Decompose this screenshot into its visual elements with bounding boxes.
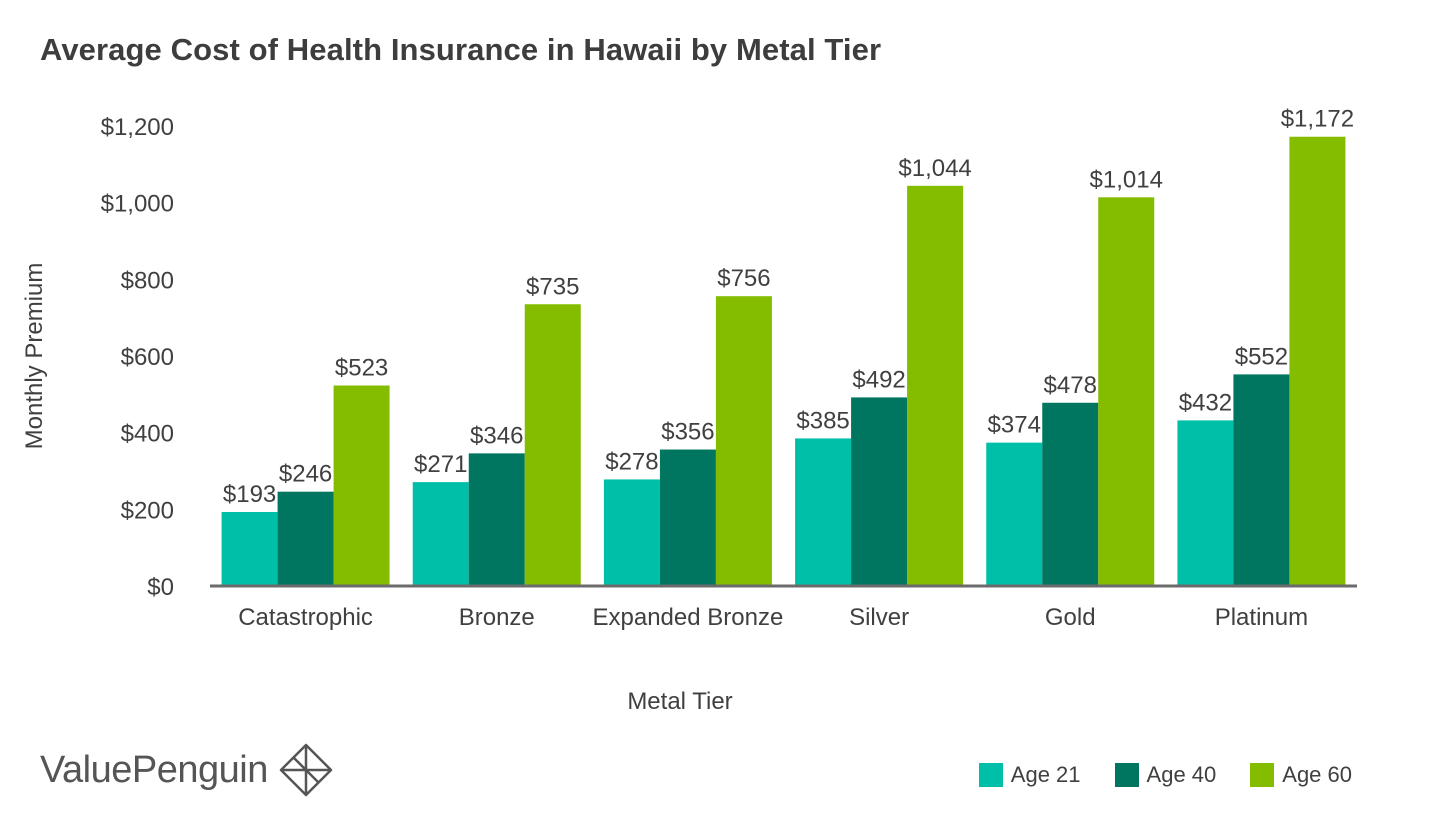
data-label: $385 xyxy=(796,407,849,434)
data-label: $278 xyxy=(605,448,658,475)
legend-item-age-40: Age 40 xyxy=(1114,762,1217,788)
bar-age-60 xyxy=(1289,136,1346,586)
data-label: $1,014 xyxy=(1090,166,1163,193)
bar-age-40 xyxy=(851,397,908,586)
x-tick-label: Catastrophic xyxy=(238,604,373,631)
x-tick-label: Gold xyxy=(1045,604,1096,631)
chart-title: Average Cost of Health Insurance in Hawa… xyxy=(40,32,882,67)
bar-age-21 xyxy=(986,442,1043,586)
data-label: $735 xyxy=(526,273,579,300)
data-label: $271 xyxy=(414,451,467,478)
data-label: $756 xyxy=(717,265,770,292)
data-label: $346 xyxy=(470,422,523,449)
data-label: $1,044 xyxy=(898,155,971,182)
x-tick-label: Expanded Bronze xyxy=(593,604,784,631)
y-tick-label: $0 xyxy=(147,574,174,601)
legend: Age 21 Age 40 Age 60 xyxy=(978,762,1352,788)
y-tick-label: $1,000 xyxy=(101,191,174,218)
legend-item-age-21: Age 21 xyxy=(978,762,1081,788)
bar-age-40 xyxy=(1233,374,1290,586)
bar-age-21 xyxy=(412,482,469,586)
diamond-logo-icon xyxy=(279,743,333,797)
data-label: $193 xyxy=(223,481,276,508)
data-label: $1,172 xyxy=(1281,106,1354,133)
data-label: $374 xyxy=(988,412,1041,439)
y-tick-label: $600 xyxy=(121,344,174,371)
data-label: $356 xyxy=(661,419,714,446)
bar-age-21 xyxy=(795,438,852,586)
x-tick-label: Platinum xyxy=(1215,604,1308,631)
y-axis-ticks: $0 $200 $400 $600 $800 $1,000 $1,200 xyxy=(101,114,174,601)
bar-age-21 xyxy=(1177,420,1234,586)
data-label: $523 xyxy=(335,355,388,382)
bar-age-40 xyxy=(277,491,334,586)
bar-age-21 xyxy=(603,479,660,586)
bar-age-21 xyxy=(221,512,278,586)
bar-age-40 xyxy=(659,449,716,586)
legend-label: Age 60 xyxy=(1282,762,1352,787)
bar-age-60 xyxy=(715,296,772,586)
y-tick-label: $1,200 xyxy=(101,114,174,141)
x-axis-ticks: Catastrophic Bronze Expanded Bronze Silver G… xyxy=(238,604,1308,631)
legend-item-age-60: Age 60 xyxy=(1250,762,1352,788)
valuepenguin-logo: ValuePenguin xyxy=(40,742,334,798)
data-label: $432 xyxy=(1179,389,1232,416)
y-axis-title: Monthly Premium xyxy=(21,263,48,450)
bar-age-60 xyxy=(1098,197,1155,587)
bar-age-60 xyxy=(907,185,964,587)
bar-age-60 xyxy=(333,385,390,586)
legend-label: Age 21 xyxy=(1010,762,1081,787)
data-labels-group: $193$246 $523 $271$346 $735 $278$356 $756 $385… xyxy=(223,106,1354,508)
y-tick-label: $400 xyxy=(121,421,174,448)
legend-swatch xyxy=(1250,763,1275,787)
data-label: $492 xyxy=(852,366,905,393)
brand-name: ValuePenguin xyxy=(40,748,268,791)
y-tick-label: $200 xyxy=(121,497,174,524)
y-tick-label: $800 xyxy=(121,267,174,294)
data-label: $246 xyxy=(279,461,332,488)
data-label: $552 xyxy=(1235,343,1288,370)
legend-swatch xyxy=(978,763,1003,787)
legend-label: Age 40 xyxy=(1146,762,1217,787)
x-tick-label: Bronze xyxy=(459,604,535,631)
data-label: $478 xyxy=(1044,372,1097,399)
x-tick-label: Silver xyxy=(849,604,909,631)
bars-group xyxy=(221,136,1346,587)
bar-age-40 xyxy=(468,453,525,586)
bar-age-40 xyxy=(1042,402,1099,586)
x-axis-title: Metal Tier xyxy=(627,688,732,715)
legend-swatch xyxy=(1114,763,1139,787)
bar-age-60 xyxy=(524,304,581,586)
